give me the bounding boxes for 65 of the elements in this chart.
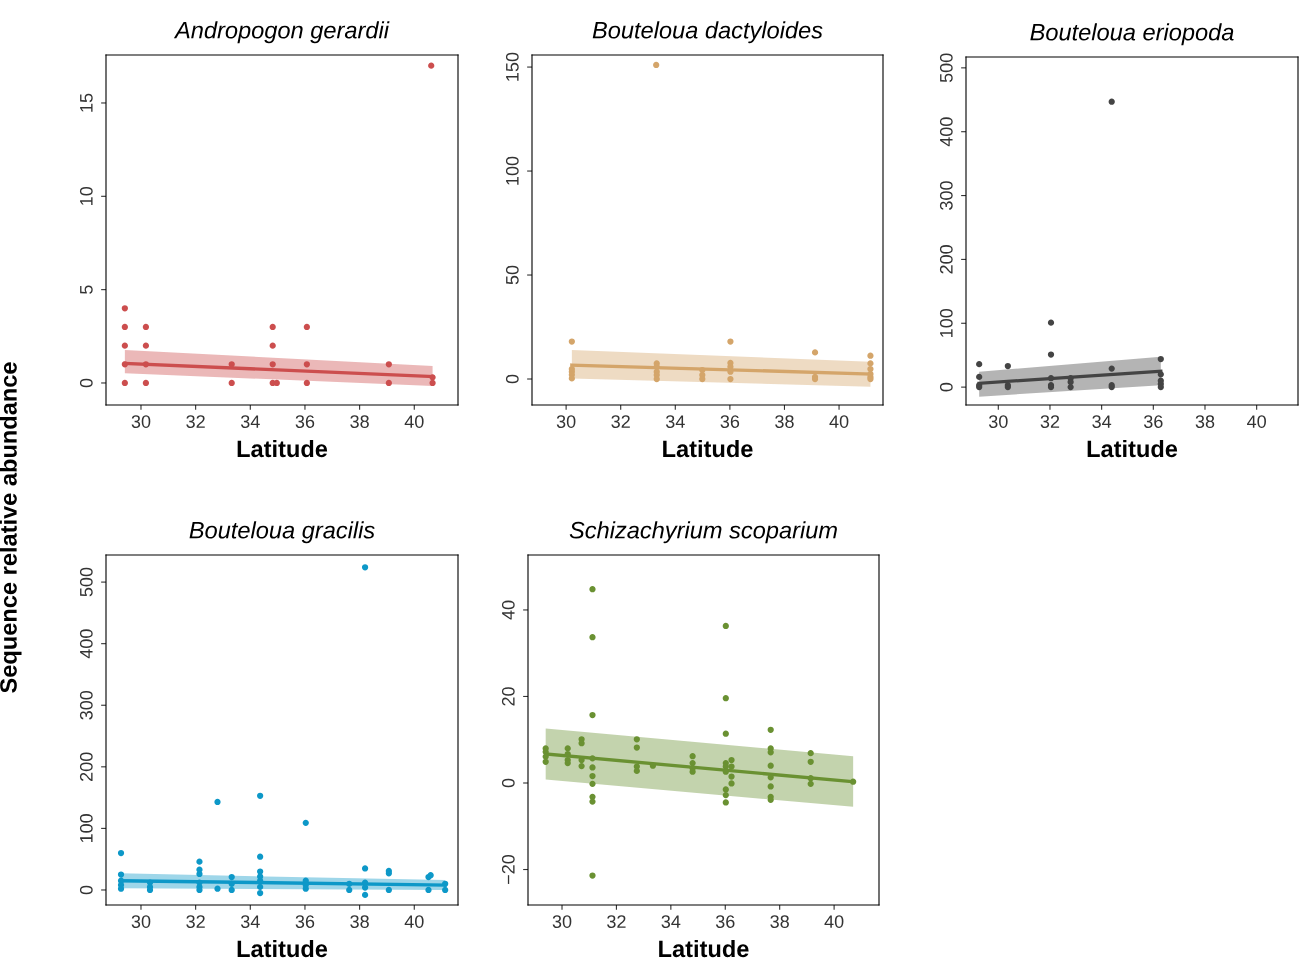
chart-title: Andropogon gerardii: [173, 21, 390, 44]
x-tick-label: 34: [240, 915, 260, 928]
x-tick-label: 30: [131, 415, 151, 428]
y-tick-label: 50: [505, 265, 519, 285]
chart-title: Schizachyrium scoparium: [569, 521, 837, 544]
y-tick-label: 5: [80, 285, 93, 294]
y-tick-label: 150: [505, 52, 519, 81]
x-tick-label: 30: [988, 415, 1008, 428]
x-tick-label: 40: [404, 915, 424, 928]
x-tick-label: 40: [824, 915, 844, 928]
x-tick-label: 38: [1195, 415, 1215, 428]
x-tick-label: 32: [607, 915, 626, 928]
x-tick-label: 34: [240, 415, 260, 428]
y-tick-label: 0: [501, 778, 515, 788]
x-tick-label: 34: [665, 415, 685, 428]
y-tick-label: 400: [79, 629, 93, 659]
y-tick-label: 0: [79, 885, 93, 895]
y-tick-label: 0: [505, 374, 519, 384]
x-tick-label: 34: [1092, 415, 1112, 428]
y-tick-label: 0: [939, 382, 953, 392]
y-axis-title: Sequence relative abundance: [0, 362, 22, 693]
chart-title: Bouteloua gracilis: [189, 521, 375, 544]
x-tick-label: 36: [720, 415, 740, 428]
x-tick-label: 38: [350, 415, 369, 428]
x-tick-label: 30: [552, 915, 572, 928]
x-tick-label: 36: [715, 915, 735, 928]
x-tick-label: 40: [1247, 415, 1266, 428]
y-tick-label: −20: [501, 854, 515, 884]
x-tick-label: 32: [611, 415, 630, 428]
x-tick-label: 30: [556, 415, 576, 428]
x-tick-label: 30: [131, 915, 151, 928]
x-tick-label: 40: [829, 415, 849, 428]
y-tick-label: 100: [939, 308, 953, 337]
chart-title: Bouteloua eriopoda: [1030, 23, 1234, 46]
x-tick-label: 32: [186, 415, 205, 428]
y-tick-label: 400: [939, 117, 953, 147]
y-tick-label: 300: [939, 181, 953, 210]
y-tick-label: 100: [505, 156, 519, 185]
x-axis-title: Latitude: [659, 939, 749, 958]
x-tick-label: 38: [350, 915, 369, 928]
x-axis-title: Latitude: [1087, 439, 1178, 458]
x-axis-title: Latitude: [237, 939, 328, 958]
y-tick-label: 20: [501, 687, 515, 706]
y-tick-label: 10: [79, 186, 93, 205]
y-tick-label: 15: [80, 93, 93, 112]
x-axis-title: Latitude: [237, 439, 328, 458]
x-tick-label: 36: [295, 415, 315, 428]
x-tick-label: 40: [404, 415, 424, 428]
y-tick-label: 40: [501, 600, 515, 620]
x-tick-label: 38: [775, 415, 794, 428]
y-tick-label: 500: [939, 53, 953, 83]
x-tick-label: 36: [295, 915, 315, 928]
y-tick-label: 200: [939, 245, 953, 274]
x-tick-label: 32: [186, 915, 205, 928]
x-tick-label: 38: [770, 915, 789, 928]
x-tick-label: 36: [1143, 415, 1163, 428]
y-tick-label: 300: [79, 690, 93, 720]
y-tick-label: 500: [79, 567, 93, 597]
y-tick-label: 200: [79, 752, 93, 781]
x-tick-label: 34: [661, 915, 681, 928]
chart-title: Bouteloua dactyloides: [592, 21, 823, 44]
y-tick-label: 0: [79, 378, 93, 388]
y-tick-label: 100: [79, 814, 93, 843]
x-axis-title: Latitude: [663, 439, 753, 458]
x-tick-label: 32: [1040, 415, 1060, 428]
